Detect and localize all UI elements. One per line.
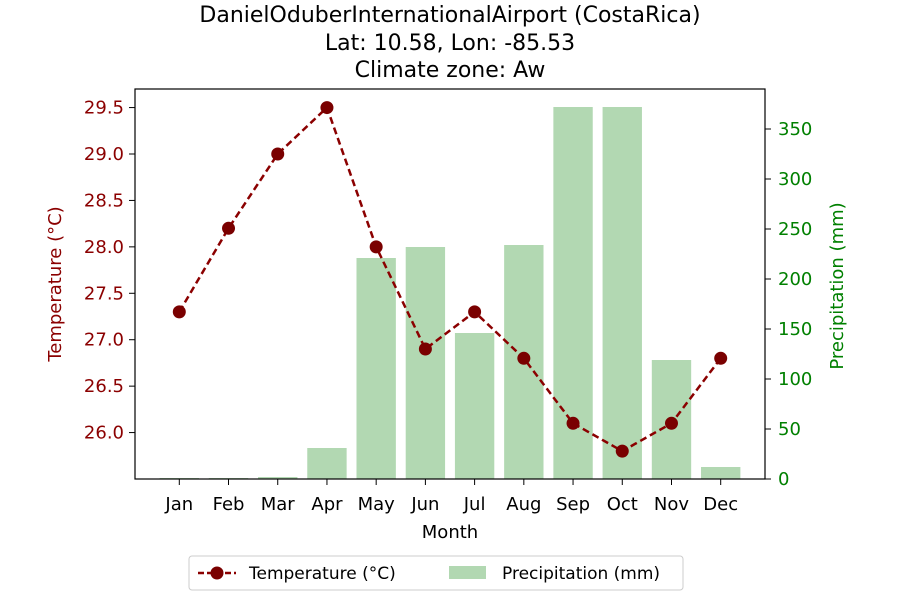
temperature-point-feb: [222, 221, 236, 235]
chart-title-line-1: DanielOduberInternationalAirport (CostaR…: [199, 3, 700, 28]
x-tick-label-dec: Dec: [703, 494, 738, 515]
temperature-point-sep: [566, 416, 580, 430]
legend-precipitation-label: Precipitation (mm): [502, 564, 660, 584]
temperature-line-path: [178, 105, 722, 453]
precipitation-bar-jul: [454, 333, 495, 479]
chart-title: DanielOduberInternationalAirport (CostaR…: [199, 3, 700, 83]
precipitation-bar-apr: [307, 448, 347, 479]
chart-title-line-2: Lat: 10.58, Lon: -85.53: [325, 31, 575, 56]
x-tick-label-sep: Sep: [556, 494, 590, 515]
precipitation-bar-jun: [405, 247, 446, 479]
x-axis-label: Month: [422, 522, 478, 543]
chart-title-line-3: Climate zone: Aw: [355, 58, 546, 83]
x-tick-label-jun: Jun: [410, 494, 439, 515]
precipitation-bar-may: [356, 258, 396, 479]
x-tick-label-mar: Mar: [261, 494, 296, 515]
temperature-point-aug: [517, 351, 531, 365]
x-tick-label-jul: Jul: [463, 494, 486, 515]
legend-temperature-label: Temperature (°C): [248, 564, 396, 584]
right-y-tick-label: 50: [778, 419, 801, 440]
temperature-point-jan: [172, 305, 186, 319]
left-y-tick-label: 29.0: [84, 144, 124, 165]
x-tick-label-may: May: [358, 494, 396, 515]
right-y-tick-label: 250: [778, 219, 812, 240]
left-y-axis-label: Temperature (°C): [45, 206, 66, 362]
legend-box: [188, 555, 684, 591]
precipitation-bar-mar: [258, 477, 298, 479]
right-y-tick-label: 0: [778, 469, 789, 490]
temperature-point-may: [369, 240, 383, 254]
temperature-line: [172, 101, 728, 458]
right-y-tick-label: 100: [778, 369, 812, 390]
left-y-tick-label: 27.5: [84, 283, 124, 304]
x-tick-label-apr: Apr: [311, 494, 343, 515]
left-y-tick-label: 27.0: [84, 330, 124, 351]
right-y-axis: 0 50 100 150 200 250 300 350: [765, 119, 812, 490]
legend: Temperature (°C) Precipitation (mm): [188, 555, 684, 591]
temperature-point-apr: [320, 101, 334, 115]
x-tick-label-nov: Nov: [654, 494, 689, 515]
left-y-tick-label: 26.5: [84, 376, 124, 397]
legend-temperature-marker: [210, 566, 224, 580]
precipitation-bar-dec: [701, 467, 741, 479]
right-y-tick-label: 200: [778, 269, 812, 290]
right-y-tick-label: 150: [778, 319, 812, 340]
x-tick-label-aug: Aug: [506, 494, 541, 515]
legend-precipitation-swatch: [449, 566, 486, 579]
temperature-point-dec: [714, 351, 728, 365]
temperature-point-mar: [271, 147, 285, 161]
temperature-point-oct: [615, 444, 629, 458]
temperature-point-nov: [664, 416, 678, 430]
left-y-tick-label: 26.0: [84, 423, 124, 444]
right-y-tick-label: 300: [778, 169, 812, 190]
plot-frame: [134, 88, 766, 480]
x-axis: Jan Feb Mar Apr May Jun Jul Aug Sep Oct Nov Dec: [164, 479, 738, 515]
x-tick-label-feb: Feb: [213, 494, 245, 515]
left-y-tick-label: 28.5: [84, 190, 124, 211]
right-y-tick-label: 350: [778, 119, 812, 140]
left-y-tick-label: 28.0: [84, 237, 124, 258]
temperature-point-jun: [418, 342, 432, 356]
right-y-axis-label: Precipitation (mm): [827, 202, 848, 369]
x-tick-label-jan: Jan: [164, 494, 193, 515]
left-y-tick-label: 29.5: [84, 98, 124, 119]
left-y-axis: 26.0 26.5 27.0 27.5 28.0 28.5 29.0 29.5: [84, 98, 135, 444]
precipitation-bars: [159, 107, 741, 479]
precipitation-bar-oct: [602, 107, 642, 479]
temperature-point-jul: [468, 305, 482, 319]
x-tick-label-oct: Oct: [607, 494, 638, 515]
